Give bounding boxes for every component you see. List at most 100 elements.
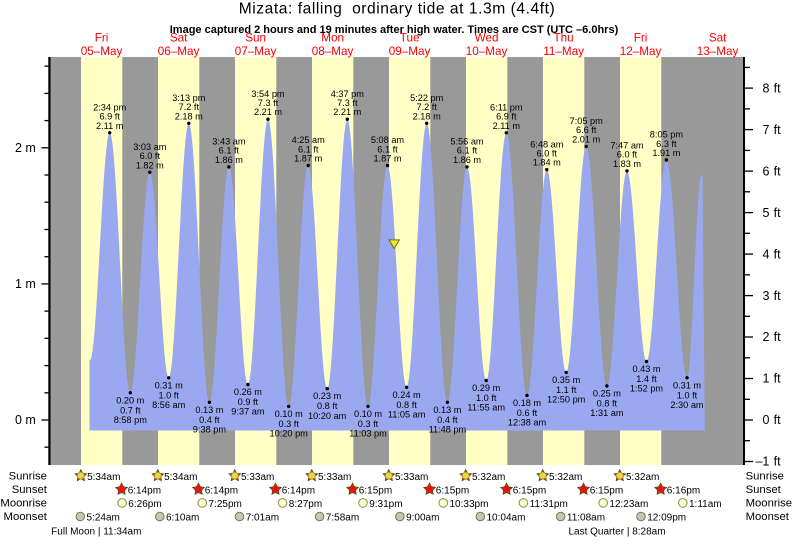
svg-text:0.10 m: 0.10 m <box>354 409 382 419</box>
svg-text:3:03 am: 3:03 am <box>133 142 167 152</box>
svg-text:6.3 ft: 6.3 ft <box>656 139 677 149</box>
svg-text:11:48 pm: 11:48 pm <box>429 424 467 434</box>
svg-text:Image captured 2 hours and 19: Image captured 2 hours and 19 minutes af… <box>170 24 619 36</box>
svg-text:1.87 m: 1.87 m <box>373 154 401 164</box>
svg-text:3:13 pm: 3:13 pm <box>172 93 206 103</box>
svg-text:5:56 am: 5:56 am <box>450 137 484 147</box>
svg-text:1.0 ft: 1.0 ft <box>476 393 497 403</box>
svg-text:ft: ft <box>774 206 781 220</box>
svg-text:7:01am: 7:01am <box>246 513 279 524</box>
svg-text:8:27pm: 8:27pm <box>289 499 322 510</box>
svg-text:ft: ft <box>774 413 781 427</box>
svg-text:8: 8 <box>762 81 769 95</box>
svg-text:Thu: Thu <box>554 32 574 45</box>
svg-text:12:09pm: 12:09pm <box>647 513 686 524</box>
svg-text:12:23am: 12:23am <box>609 499 648 510</box>
svg-text:6.1 ft: 6.1 ft <box>219 146 240 156</box>
svg-text:11:08am: 11:08am <box>567 513 605 524</box>
svg-text:2.18 m: 2.18 m <box>413 111 441 121</box>
svg-text:7:47 am: 7:47 am <box>610 141 644 151</box>
svg-text:Tue: Tue <box>400 32 420 45</box>
svg-text:2.21 m: 2.21 m <box>254 107 282 117</box>
svg-text:1.0 ft: 1.0 ft <box>677 390 698 400</box>
svg-text:5:34am: 5:34am <box>87 472 120 483</box>
svg-text:0.31 m: 0.31 m <box>673 380 701 390</box>
svg-text:1.86 m: 1.86 m <box>453 155 481 165</box>
svg-text:1 m: 1 m <box>15 277 36 291</box>
svg-text:6:14pm: 6:14pm <box>282 486 315 497</box>
svg-text:10:33pm: 10:33pm <box>450 499 489 510</box>
svg-text:7.3 ft: 7.3 ft <box>337 98 358 108</box>
svg-text:ft: ft <box>774 164 781 178</box>
svg-text:8:05 pm: 8:05 pm <box>650 130 684 140</box>
svg-text:6:11 pm: 6:11 pm <box>490 103 523 113</box>
svg-text:08–May: 08–May <box>312 45 354 58</box>
svg-text:2: 2 <box>762 330 769 344</box>
svg-text:1.86 m: 1.86 m <box>215 155 243 165</box>
svg-text:06–May: 06–May <box>158 45 200 58</box>
svg-text:6:48 am: 6:48 am <box>530 139 564 149</box>
svg-text:0.4 ft: 0.4 ft <box>437 415 458 425</box>
svg-text:6:15pm: 6:15pm <box>590 486 623 497</box>
svg-text:Sun: Sun <box>245 32 266 45</box>
svg-text:0.29 m: 0.29 m <box>472 383 500 393</box>
svg-text:0.8 ft: 0.8 ft <box>396 400 417 410</box>
svg-text:9:31pm: 9:31pm <box>369 499 402 510</box>
svg-text:0.20 m: 0.20 m <box>116 395 144 405</box>
svg-text:10:20 am: 10:20 am <box>308 411 347 421</box>
svg-text:0.43 m: 0.43 m <box>632 364 660 374</box>
svg-text:0.24 m: 0.24 m <box>393 390 421 400</box>
svg-text:9:00am: 9:00am <box>406 513 439 524</box>
svg-text:1: 1 <box>762 372 769 386</box>
svg-text:5:34am: 5:34am <box>164 472 197 483</box>
svg-text:0.23 m: 0.23 m <box>313 391 341 401</box>
svg-text:0.10 m: 0.10 m <box>275 409 303 419</box>
svg-text:0.3 ft: 0.3 ft <box>358 419 379 429</box>
svg-text:6.1 ft: 6.1 ft <box>457 146 478 156</box>
svg-text:6:15pm: 6:15pm <box>436 486 469 497</box>
svg-text:Sunrise: Sunrise <box>9 470 47 482</box>
svg-text:Fri: Fri <box>634 32 648 45</box>
svg-text:1.84 m: 1.84 m <box>533 158 561 168</box>
svg-text:10:04am: 10:04am <box>487 513 526 524</box>
svg-text:2.21 m: 2.21 m <box>333 107 361 117</box>
svg-text:8:58 pm: 8:58 pm <box>114 415 148 425</box>
svg-text:9:37 am: 9:37 am <box>231 407 265 417</box>
svg-text:6.0 ft: 6.0 ft <box>617 150 638 160</box>
svg-text:13–May: 13–May <box>697 45 739 58</box>
svg-text:Moonrise: Moonrise <box>0 498 46 510</box>
svg-text:0.9 ft: 0.9 ft <box>238 397 259 407</box>
svg-text:3: 3 <box>762 289 769 303</box>
svg-text:Mizata: falling ordinary tide: Mizata: falling ordinary tide at 1.3m (4… <box>239 1 556 18</box>
svg-text:Moonset: Moonset <box>746 511 790 523</box>
svg-text:0.8 ft: 0.8 ft <box>317 401 338 411</box>
svg-text:5:32am: 5:32am <box>549 472 582 483</box>
svg-text:6:16pm: 6:16pm <box>667 486 700 497</box>
svg-text:5:33am: 5:33am <box>241 472 274 483</box>
svg-text:7: 7 <box>762 123 769 137</box>
svg-text:6.6 ft: 6.6 ft <box>576 125 597 135</box>
svg-text:2.01 m: 2.01 m <box>572 134 600 144</box>
svg-text:0.8 ft: 0.8 ft <box>597 399 618 409</box>
svg-text:Moonset: Moonset <box>4 511 48 523</box>
svg-text:6.9 ft: 6.9 ft <box>496 112 517 122</box>
svg-text:Fri: Fri <box>95 32 109 45</box>
svg-text:1.87 m: 1.87 m <box>294 154 322 164</box>
svg-text:0.25 m: 0.25 m <box>593 389 621 399</box>
svg-text:5: 5 <box>762 206 769 220</box>
svg-text:1.0 ft: 1.0 ft <box>158 390 179 400</box>
svg-text:5:33am: 5:33am <box>395 472 428 483</box>
svg-text:0.13 m: 0.13 m <box>433 405 461 415</box>
svg-text:1:52 pm: 1:52 pm <box>630 384 664 394</box>
svg-text:6.1 ft: 6.1 ft <box>298 144 319 154</box>
svg-text:8:56 am: 8:56 am <box>152 400 186 410</box>
svg-text:Sunset: Sunset <box>12 484 48 496</box>
svg-text:0: 0 <box>762 413 769 427</box>
svg-text:0.31 m: 0.31 m <box>155 380 183 390</box>
svg-text:10:20 pm: 10:20 pm <box>270 429 309 439</box>
svg-text:5:32am: 5:32am <box>472 472 505 483</box>
svg-text:12–May: 12–May <box>620 45 662 58</box>
svg-text:ft: ft <box>774 455 781 469</box>
svg-text:12:38 am: 12:38 am <box>508 418 547 428</box>
svg-text:5:24am: 5:24am <box>87 513 120 524</box>
